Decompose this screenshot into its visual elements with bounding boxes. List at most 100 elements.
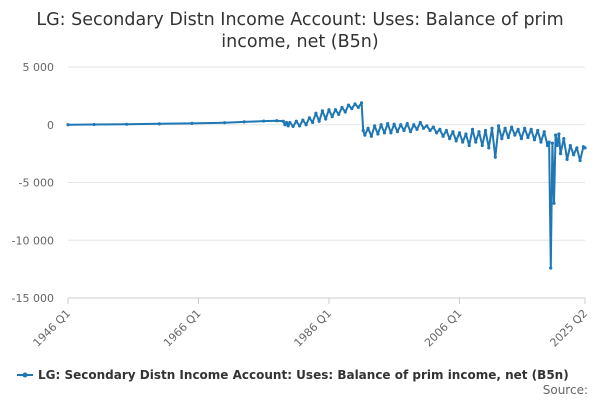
data-point[interactable] — [373, 124, 377, 128]
data-point[interactable] — [304, 123, 308, 127]
data-point[interactable] — [583, 146, 587, 150]
data-point[interactable] — [408, 130, 413, 134]
data-point[interactable] — [275, 119, 279, 123]
data-point[interactable] — [359, 101, 364, 105]
data-point[interactable] — [284, 120, 289, 125]
data-point[interactable] — [523, 126, 527, 130]
data-point[interactable] — [333, 108, 338, 112]
data-point[interactable] — [389, 131, 393, 135]
data-point[interactable] — [125, 122, 129, 126]
data-point[interactable] — [474, 140, 478, 144]
data-point[interactable] — [568, 143, 572, 148]
data-point[interactable] — [262, 119, 266, 123]
data-point[interactable] — [477, 130, 481, 134]
data-point[interactable] — [470, 127, 475, 131]
data-point[interactable] — [327, 108, 331, 112]
data-point[interactable] — [386, 121, 390, 126]
data-point[interactable] — [242, 120, 246, 124]
data-point[interactable] — [340, 105, 344, 110]
data-point[interactable] — [549, 266, 553, 270]
data-point[interactable] — [571, 153, 576, 157]
data-point[interactable] — [493, 155, 497, 159]
data-point[interactable] — [539, 140, 543, 144]
legend[interactable]: LG: Secondary Distn Income Account: Uses… — [17, 368, 569, 382]
data-point[interactable] — [346, 103, 351, 107]
data-point[interactable] — [536, 128, 540, 133]
data-point[interactable] — [92, 122, 96, 127]
data-point[interactable] — [288, 120, 292, 125]
data-point[interactable] — [516, 127, 520, 131]
data-point[interactable] — [291, 124, 295, 129]
data-point[interactable] — [506, 135, 510, 140]
data-point[interactable] — [557, 132, 561, 136]
data-point[interactable] — [317, 119, 321, 123]
data-point[interactable] — [399, 123, 403, 127]
data-point[interactable] — [428, 128, 432, 133]
data-point[interactable] — [392, 122, 396, 126]
data-point[interactable] — [337, 112, 341, 116]
data-point[interactable] — [361, 128, 365, 133]
data-point[interactable] — [157, 122, 161, 126]
data-point[interactable] — [532, 138, 537, 142]
data-point[interactable] — [552, 201, 556, 205]
data-point[interactable] — [418, 120, 422, 125]
data-point[interactable] — [448, 137, 452, 141]
data-point[interactable] — [350, 106, 354, 111]
data-point[interactable] — [461, 140, 465, 144]
data-point[interactable] — [190, 121, 194, 125]
data-point[interactable] — [565, 157, 569, 161]
data-point[interactable] — [66, 123, 70, 127]
data-point[interactable] — [464, 132, 468, 136]
data-point[interactable] — [330, 115, 334, 119]
data-point[interactable] — [510, 125, 514, 129]
data-point[interactable] — [343, 110, 347, 114]
data-point[interactable] — [376, 132, 380, 136]
data-point[interactable] — [438, 127, 442, 131]
data-point[interactable] — [281, 119, 285, 123]
data-point[interactable] — [415, 127, 419, 131]
data-point[interactable] — [369, 134, 373, 138]
data-point[interactable] — [519, 137, 523, 141]
data-point[interactable] — [301, 118, 305, 122]
data-point[interactable] — [550, 141, 554, 145]
data-point[interactable] — [283, 123, 287, 127]
data-point[interactable] — [431, 125, 435, 129]
data-point[interactable] — [487, 146, 491, 150]
data-point[interactable] — [412, 123, 416, 127]
data-point[interactable] — [547, 140, 551, 144]
data-point[interactable] — [324, 117, 328, 121]
data-point[interactable] — [500, 137, 504, 141]
data-point[interactable] — [483, 128, 488, 133]
data-point[interactable] — [451, 130, 455, 134]
data-point[interactable] — [444, 128, 448, 133]
data-point[interactable] — [222, 121, 227, 125]
data-point[interactable] — [434, 131, 439, 135]
data-point[interactable] — [545, 143, 550, 148]
data-point[interactable] — [457, 131, 462, 135]
data-point[interactable] — [311, 120, 315, 125]
data-point[interactable] — [578, 158, 582, 163]
data-point[interactable] — [405, 121, 409, 126]
data-point[interactable] — [513, 133, 517, 137]
data-point[interactable] — [496, 124, 501, 128]
data-point[interactable] — [421, 126, 426, 130]
data-point[interactable] — [379, 123, 383, 127]
data-point[interactable] — [490, 126, 494, 130]
data-point[interactable] — [454, 139, 458, 143]
data-point[interactable] — [353, 102, 357, 106]
data-point[interactable] — [314, 111, 318, 115]
data-point[interactable] — [562, 137, 566, 141]
data-point[interactable] — [526, 135, 530, 140]
data-point[interactable] — [402, 128, 406, 133]
data-point[interactable] — [503, 126, 507, 130]
data-point[interactable] — [366, 126, 370, 130]
data-point[interactable] — [363, 133, 367, 137]
data-point[interactable] — [294, 119, 298, 123]
data-point[interactable] — [529, 127, 533, 131]
data-point[interactable] — [467, 143, 471, 148]
data-point[interactable] — [356, 105, 360, 110]
data-point[interactable] — [307, 116, 311, 120]
data-point[interactable] — [555, 143, 559, 148]
data-point[interactable] — [554, 133, 558, 137]
data-point[interactable] — [286, 124, 290, 128]
